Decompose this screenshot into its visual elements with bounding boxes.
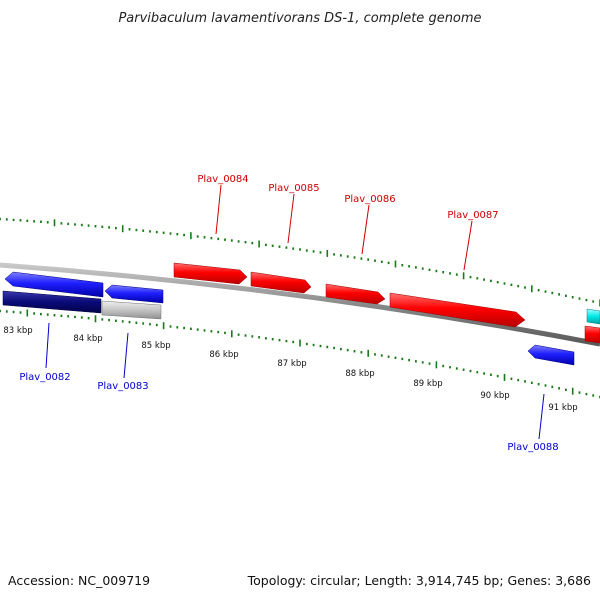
gene-label-plav-0085[interactable]: Plav_0085 [268, 183, 319, 194]
leader-plav-0084 [215, 184, 222, 235]
feature-bar-plav-0083[interactable] [101, 300, 162, 320]
gene-arrow-plav-0086[interactable] [325, 283, 386, 305]
tick-label: 84 kbp [73, 334, 102, 344]
tick-label: 88 kbp [345, 369, 374, 379]
inner-tick-track [0, 309, 600, 399]
leader-plav-0082 [45, 322, 50, 369]
tick-label: 89 kbp [413, 379, 442, 389]
leader-plav-0085 [287, 193, 295, 244]
gene-arrow-plav-0087[interactable] [389, 292, 526, 328]
gene-arrow-plav-0083[interactable] [104, 284, 164, 304]
gene-arrow-plav-0082[interactable] [4, 271, 104, 298]
scale-labels: 83 kbp 84 kbp 85 kbp 86 kbp 87 kbp 88 kb… [3, 326, 577, 413]
label-leaders [45, 184, 545, 440]
gene-arrow-plav-0085[interactable] [250, 271, 312, 294]
gene-arrow-plav-0084[interactable] [173, 262, 248, 285]
outer-tick-track [0, 217, 600, 307]
gene-arrow-partial-right-red[interactable] [584, 325, 600, 344]
tick-label: 90 kbp [480, 391, 509, 401]
leader-plav-0088 [538, 393, 545, 440]
gene-label-plav-0083[interactable]: Plav_0083 [97, 381, 148, 392]
leader-plav-0086 [361, 204, 370, 255]
tick-label: 85 kbp [141, 341, 170, 351]
tick-label: 86 kbp [209, 350, 238, 360]
gene-label-plav-0082[interactable]: Plav_0082 [19, 372, 70, 383]
leader-plav-0083 [123, 332, 129, 379]
gene-labels: Plav_0084 Plav_0085 Plav_0086 Plav_0087 … [19, 174, 558, 453]
accession-label: Accession: NC_009719 [8, 573, 150, 588]
tick-label: 87 kbp [277, 359, 306, 369]
gene-label-plav-0087[interactable]: Plav_0087 [447, 210, 498, 221]
gene-arrow-plav-0088[interactable] [527, 344, 575, 366]
map-title: Parvibaculum lavamentivorans DS-1, compl… [118, 11, 481, 26]
genome-backbone [0, 262, 600, 347]
feature-bar-plav-0082[interactable] [2, 290, 102, 314]
gene-label-plav-0084[interactable]: Plav_0084 [197, 174, 248, 185]
tick-label: 91 kbp [548, 403, 577, 413]
gene-label-plav-0088[interactable]: Plav_0088 [507, 442, 558, 453]
tick-label: 83 kbp [3, 326, 32, 336]
gene-label-plav-0086[interactable]: Plav_0086 [344, 194, 395, 205]
feature-partial-right-cyan[interactable] [586, 308, 600, 325]
leader-plav-0087 [463, 220, 473, 271]
genome-summary: Topology: circular; Length: 3,914,745 bp… [247, 573, 591, 588]
